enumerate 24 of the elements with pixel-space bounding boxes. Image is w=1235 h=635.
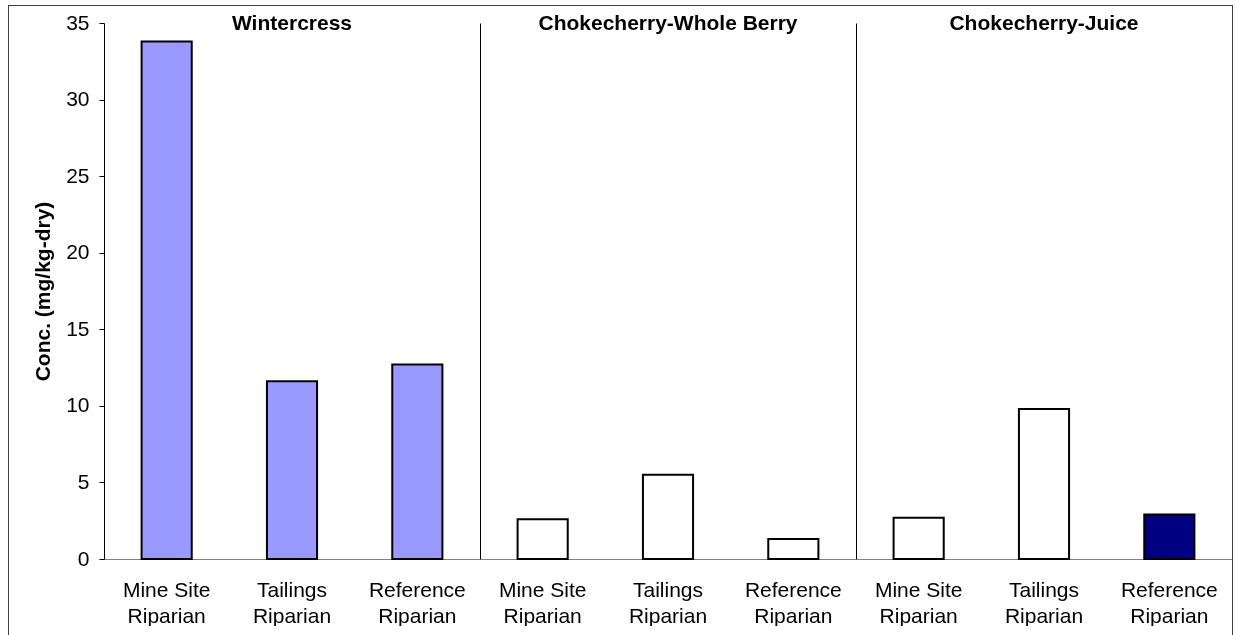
- x-tick-label: Mine Site Riparian: [498, 577, 587, 627]
- x-tick-label: Reference Riparian: [744, 577, 842, 627]
- y-tick-label: 5: [77, 469, 90, 493]
- x-tick-label: Tailings Riparian: [252, 577, 332, 627]
- x-tick-label: Tailings Riparian: [1004, 577, 1084, 627]
- bar: [140, 40, 193, 560]
- bar: [391, 363, 444, 560]
- x-tick-label: Tailings Riparian: [628, 577, 708, 627]
- x-tick-label: Reference Riparian: [368, 577, 466, 627]
- x-tick-label: Reference Riparian: [1120, 577, 1218, 627]
- y-tick-label: 20: [66, 240, 90, 264]
- chart-title: Chokecherry-Whole Berry: [538, 11, 798, 34]
- x-tick-label: Mine Site Riparian: [874, 577, 963, 627]
- y-tick-label: 35: [66, 10, 90, 34]
- y-tick-label: 10: [66, 393, 90, 417]
- x-tick-label: Mine Site Riparian: [122, 577, 211, 627]
- bar: [265, 380, 319, 560]
- y-tick-label: 25: [66, 163, 90, 187]
- y-tick-label: 30: [66, 87, 90, 111]
- chart-title: Wintercress: [231, 11, 353, 34]
- y-axis-title: Conc. (mg/kg-dry): [31, 201, 55, 382]
- chart-title: Chokecherry-Juice: [949, 11, 1139, 34]
- y-tick-label: 0: [77, 546, 90, 570]
- y-tick-label: 15: [66, 316, 90, 340]
